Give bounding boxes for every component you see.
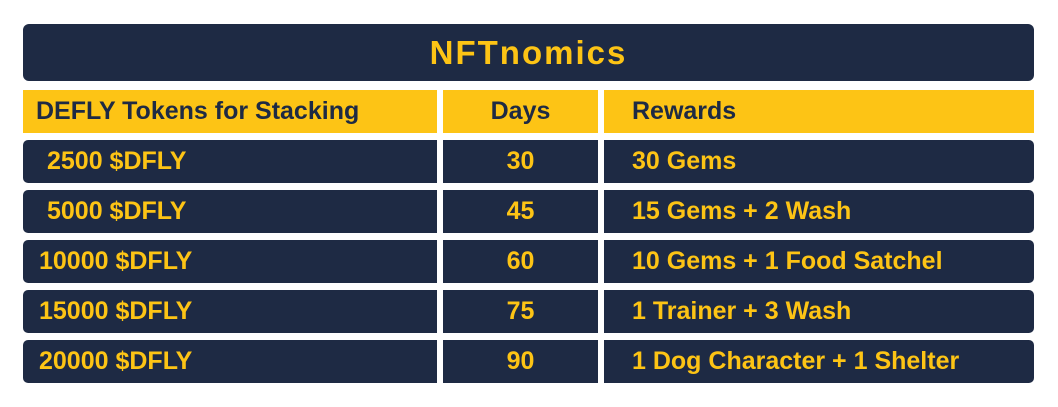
table-row: 10000 $DFLY 60 10 Gems + 1 Food Satchel — [23, 240, 1034, 283]
rewards-cell: 30 Gems — [604, 140, 1034, 183]
table-header: DEFLY Tokens for Stacking Days Rewards — [23, 90, 1034, 133]
rewards-cell: 15 Gems + 2 Wash — [604, 190, 1034, 233]
header-tokens: DEFLY Tokens for Stacking — [23, 90, 437, 133]
tokens-cell: 5000 $DFLY — [23, 190, 437, 233]
days-cell: 45 — [443, 190, 598, 233]
page-title: NFTnomics — [429, 33, 628, 71]
tokens-cell: 15000 $DFLY — [23, 290, 437, 333]
table-row: 20000 $DFLY 90 1 Dog Character + 1 Shelt… — [23, 340, 1034, 383]
days-cell: 75 — [443, 290, 598, 333]
table-row: 5000 $DFLY 45 15 Gems + 2 Wash — [23, 190, 1034, 233]
table-row: 15000 $DFLY 75 1 Trainer + 3 Wash — [23, 290, 1034, 333]
header-rewards: Rewards — [604, 90, 1034, 133]
rewards-cell: 10 Gems + 1 Food Satchel — [604, 240, 1034, 283]
table-row: 2500 $DFLY 30 30 Gems — [23, 140, 1034, 183]
tokens-cell: 20000 $DFLY — [23, 340, 437, 383]
rewards-cell: 1 Trainer + 3 Wash — [604, 290, 1034, 333]
days-cell: 60 — [443, 240, 598, 283]
days-cell: 30 — [443, 140, 598, 183]
rewards-cell: 1 Dog Character + 1 Shelter — [604, 340, 1034, 383]
title-bar: NFTnomics — [23, 24, 1034, 81]
tokens-cell: 2500 $DFLY — [23, 140, 437, 183]
tokens-cell: 10000 $DFLY — [23, 240, 437, 283]
header-days: Days — [443, 90, 598, 133]
days-cell: 90 — [443, 340, 598, 383]
